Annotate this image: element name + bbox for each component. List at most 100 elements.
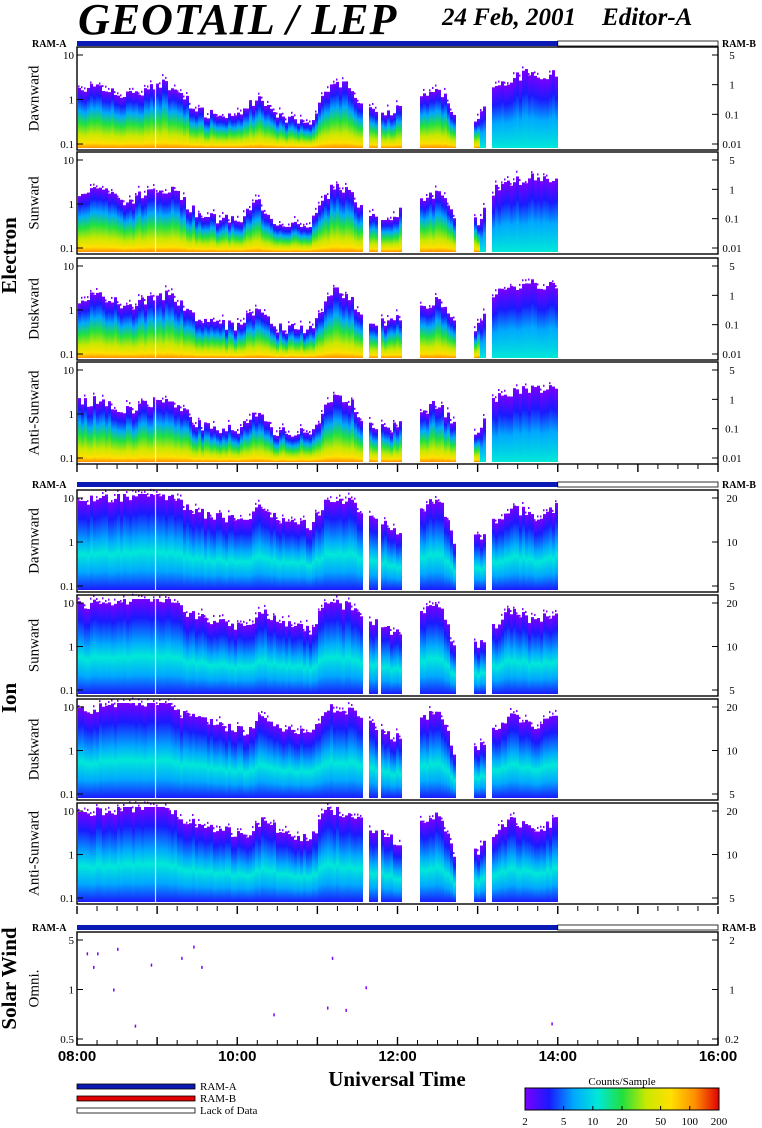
- spectrogram-column: [504, 513, 507, 590]
- spectrogram-speckle: [555, 609, 557, 612]
- spectrogram-column: [144, 494, 147, 590]
- spectrogram-speckle: [393, 419, 395, 422]
- spectrogram-column: [531, 173, 534, 252]
- spectrogram-speckle: [150, 292, 152, 295]
- spectrogram-column: [177, 498, 180, 590]
- spectrogram-column: [276, 225, 279, 252]
- spectrogram-speckle: [519, 179, 521, 182]
- spectrogram-speckle: [393, 211, 395, 214]
- spectrogram-column: [510, 285, 513, 358]
- spectrogram-speckle: [342, 293, 344, 296]
- spectrogram-column: [354, 202, 357, 252]
- spectrogram-column: [150, 703, 153, 798]
- spectrogram-speckle: [237, 107, 239, 110]
- spectrogram-column: [543, 390, 546, 462]
- spectrogram-column: [222, 725, 225, 798]
- spectrogram-speckle: [447, 407, 449, 410]
- spectrogram-speckle: [348, 597, 350, 600]
- spectrogram-column: [222, 619, 225, 694]
- spectrogram-speckle: [321, 808, 323, 811]
- spectrogram-column: [180, 199, 183, 252]
- spectrogram-column: [507, 608, 510, 694]
- spectrogram-speckle: [120, 599, 122, 602]
- spectrogram-column: [525, 183, 528, 252]
- spectrogram-speckle: [423, 88, 425, 91]
- spectrogram-speckle: [249, 513, 251, 516]
- spectrogram-column: [81, 500, 84, 590]
- spectrogram-column: [195, 321, 198, 358]
- spectrogram-column: [513, 78, 516, 148]
- spectrogram-column: [399, 207, 402, 252]
- spectrogram-column: [534, 619, 537, 694]
- spectrogram-column: [234, 732, 237, 798]
- spectrogram-speckle: [105, 703, 107, 706]
- spectrogram-column: [390, 220, 393, 252]
- spectrogram-speckle: [357, 508, 359, 511]
- spectrogram-speckle: [213, 209, 215, 212]
- spectrogram-speckle: [294, 729, 296, 732]
- spectrogram-column: [327, 402, 330, 462]
- spectrogram-column: [264, 421, 267, 462]
- spectrogram-column: [540, 723, 543, 798]
- spectrogram-column: [126, 496, 129, 590]
- spectrogram-speckle: [552, 814, 554, 817]
- spectrogram-column: [399, 421, 402, 462]
- spectrogram-speckle: [399, 316, 401, 319]
- spectrogram-column: [84, 501, 87, 590]
- spectrogram-speckle: [171, 288, 173, 291]
- spectrogram-speckle: [159, 698, 161, 701]
- spectrogram-speckle: [204, 615, 206, 618]
- tick-label-left-Sunward: 1: [69, 642, 75, 654]
- spectrogram-column: [102, 189, 105, 252]
- spectrogram-column: [147, 703, 150, 798]
- spectrogram-speckle: [117, 195, 119, 198]
- spectrogram-speckle: [153, 294, 155, 297]
- spectrogram-column: [168, 703, 171, 798]
- spectrogram-column: [168, 401, 171, 462]
- spectrogram-speckle: [189, 413, 191, 416]
- spectrogram-speckle: [384, 517, 386, 520]
- spectrogram-column: [255, 507, 258, 590]
- spectrogram-speckle: [480, 109, 482, 112]
- spectrogram-speckle: [78, 498, 80, 501]
- spectrogram-column: [372, 108, 375, 148]
- spectrogram-speckle: [354, 407, 356, 410]
- spectrogram-speckle: [114, 494, 116, 497]
- spectrogram-column: [399, 738, 402, 798]
- spectrogram-speckle: [147, 85, 149, 88]
- spectrogram-speckle: [354, 497, 356, 500]
- spectrogram-speckle: [165, 285, 167, 288]
- spectrogram-column: [156, 599, 159, 694]
- spectrogram-column: [159, 807, 162, 902]
- tick-label-right-Anti-Sunward: 0.01: [722, 453, 741, 465]
- spectrogram-column: [474, 746, 477, 798]
- spectrogram-column: [153, 599, 156, 694]
- spectrogram-column: [498, 829, 501, 902]
- spectrogram-column: [285, 831, 288, 902]
- spectrogram-column: [111, 302, 114, 358]
- spectrogram-column: [540, 288, 543, 358]
- spectrogram-column: [423, 410, 426, 462]
- tick-label-left-Duskward: 10: [63, 702, 75, 714]
- spectrogram-speckle: [423, 607, 425, 610]
- spectrogram-column: [435, 604, 438, 694]
- x-axis-label: Universal Time: [328, 1067, 465, 1091]
- spectrogram-speckle: [441, 715, 443, 718]
- spectrogram-speckle: [306, 837, 308, 840]
- spectrogram-column: [384, 219, 387, 252]
- spectrogram-column: [375, 518, 378, 590]
- spectrogram-speckle: [336, 595, 338, 598]
- spectrogram-column: [87, 192, 90, 252]
- spectrogram-column: [498, 85, 501, 148]
- spectrogram-column: [210, 624, 213, 694]
- spectrogram-column: [252, 511, 255, 590]
- spectrogram-column: [204, 216, 207, 252]
- spectrogram-column: [318, 312, 321, 358]
- spectrogram-column: [282, 518, 285, 590]
- spectrogram-column: [483, 106, 486, 148]
- spectrogram-speckle: [333, 706, 335, 709]
- tick-label-left-Sunward: 1: [69, 199, 75, 211]
- colorbar-title: Counts/Sample: [588, 1076, 655, 1088]
- spectrogram-speckle: [237, 828, 239, 831]
- tick-label-right-Sunward: 5: [729, 685, 735, 697]
